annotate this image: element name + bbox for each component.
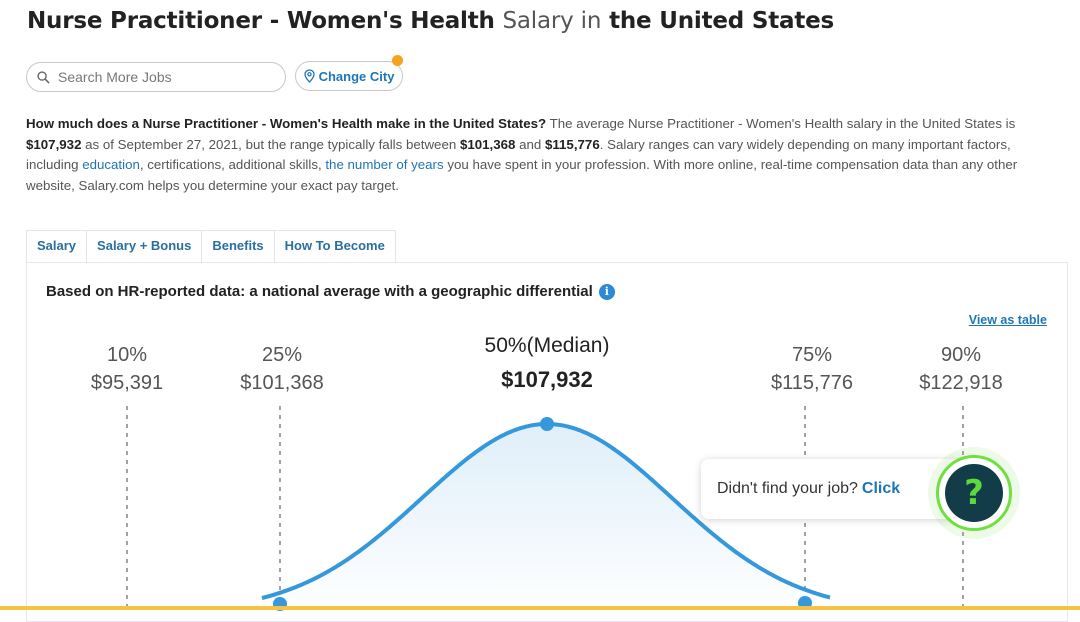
years-link[interactable]: the number of years <box>325 157 444 172</box>
search-box[interactable] <box>26 62 286 92</box>
description-text: and <box>515 136 545 152</box>
help-text: Didn't find your job? <box>717 480 858 497</box>
percentile-10: 10% $95,391 <box>47 341 207 397</box>
tab-salary-bonus[interactable]: Salary + Bonus <box>86 230 203 262</box>
description-text: as of September 27, 2021, but the range … <box>81 136 460 152</box>
percentile-value: $122,918 <box>919 372 1003 394</box>
percentile-label: 10% <box>106 344 148 366</box>
panel-heading: Based on HR-reported data: a national av… <box>46 283 615 300</box>
percentile-90: 90% $122,918 <box>881 341 1041 397</box>
range-low: $101,368 <box>459 136 516 152</box>
range-high: $115,776 <box>544 136 600 152</box>
search-input[interactable] <box>56 68 260 86</box>
percentile-value: $115,776 <box>771 372 853 394</box>
view-as-table-link[interactable]: View as table <box>968 313 1047 327</box>
title-location: the United States <box>609 8 835 34</box>
change-city-button[interactable]: Change City <box>295 61 403 91</box>
percentile-label: 90% <box>940 344 982 366</box>
location-pin-icon <box>303 69 315 83</box>
percentile-label: 75% <box>791 344 833 366</box>
page-title: Nurse Practitioner - Women's Health Sala… <box>27 8 834 34</box>
description-question: How much does a Nurse Practitioner - Wom… <box>26 116 547 131</box>
percentile-75: 75% $115,776 <box>732 341 892 397</box>
percentile-value: $95,391 <box>90 372 164 394</box>
tab-salary[interactable]: Salary <box>26 230 88 262</box>
help-click-link[interactable]: Click <box>861 480 901 497</box>
description-text: The average Nurse Practitioner - Women's… <box>546 116 1016 131</box>
title-job: Nurse Practitioner - Women's Health <box>27 8 495 34</box>
description-text: , certifications, additional skills, <box>139 157 326 172</box>
percentile-value: $107,932 <box>501 367 593 392</box>
salary-description: How much does a Nurse Practitioner - Wom… <box>26 114 1056 196</box>
percentile-25: 25% $101,368 <box>202 341 362 397</box>
help-popup[interactable]: Didn't find your job? Click <box>701 459 971 519</box>
percentile-value: $101,368 <box>240 372 324 394</box>
notification-dot <box>392 55 403 66</box>
tab-how-to-become[interactable]: How To Become <box>273 230 396 262</box>
help-button[interactable]: ? <box>928 447 1020 539</box>
tab-benefits[interactable]: Benefits <box>201 230 275 262</box>
average-salary: $107,932 <box>26 136 82 152</box>
percentile-label: 25% <box>261 344 303 366</box>
distribution-area <box>262 424 830 612</box>
search-icon <box>37 70 50 84</box>
panel-heading-text: Based on HR-reported data: a national av… <box>46 283 593 300</box>
bottom-accent-bar <box>0 606 1080 610</box>
description-text: you have spent in your profession. With … <box>26 157 1018 193</box>
percentile-marker[interactable] <box>540 417 554 431</box>
help-button-ring: ? <box>936 455 1012 531</box>
education-link[interactable]: education <box>82 157 140 172</box>
title-salary-in: Salary in <box>502 8 602 34</box>
question-icon: ? <box>945 464 1003 522</box>
percentile-label: 50%(Median) <box>484 334 610 357</box>
description-text: . Salary ranges can vary widely dependin… <box>26 136 1011 173</box>
percentile-50: 50%(Median) $107,932 <box>467 332 627 394</box>
change-city-label: Change City <box>318 68 395 84</box>
info-icon[interactable]: i <box>598 283 615 300</box>
